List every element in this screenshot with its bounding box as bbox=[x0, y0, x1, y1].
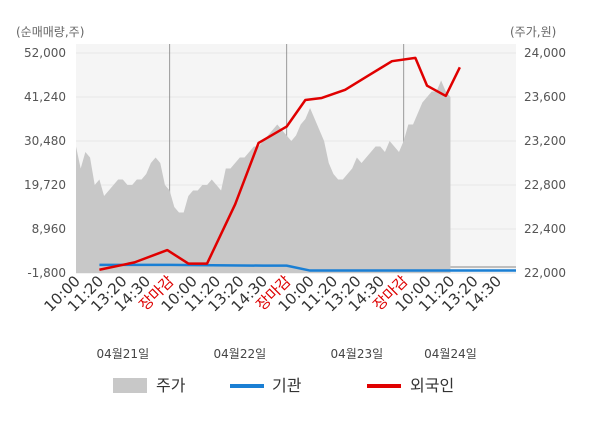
left-axis-ticks: 52,000 41,240 30,480 19,720 8,960 -1,800 bbox=[24, 46, 66, 280]
right-tick-label: 22,800 bbox=[524, 178, 566, 192]
right-axis-ticks: 24,000 23,600 23,200 22,800 22,400 22,000 bbox=[524, 46, 566, 280]
date-labels: 04월21일 04월22일 04월23일 04월24일 bbox=[96, 347, 476, 361]
date-label: 04월21일 bbox=[96, 347, 149, 361]
right-tick-label: 22,400 bbox=[524, 222, 566, 236]
legend-label-foreign: 외국인 bbox=[410, 376, 454, 395]
left-tick-label: 19,720 bbox=[24, 178, 66, 192]
left-tick-label: 41,240 bbox=[24, 90, 66, 104]
foreign-line bbox=[99, 56, 461, 271]
legend-swatch-foreign bbox=[367, 384, 401, 388]
x-axis-ticks: 10:0011:2013:2014:30장마감10:0011:2013:2014… bbox=[41, 272, 506, 315]
left-tick-label: 52,000 bbox=[24, 46, 66, 60]
legend-swatch-institution bbox=[230, 384, 264, 388]
right-tick-label: 22,000 bbox=[524, 266, 566, 280]
left-tick-label: -1,800 bbox=[27, 266, 66, 280]
right-tick-label: 23,200 bbox=[524, 134, 566, 148]
date-label: 04월22일 bbox=[214, 347, 267, 361]
price-area bbox=[76, 80, 451, 273]
legend-label-institution: 기관 bbox=[272, 376, 302, 395]
right-axis-label: (주가,원) bbox=[510, 25, 556, 39]
left-tick-label: 30,480 bbox=[24, 134, 66, 148]
left-axis-label: (순매매량,주) bbox=[16, 25, 84, 39]
right-tick-label: 23,600 bbox=[524, 90, 566, 104]
line-layer bbox=[99, 56, 516, 272]
institution-line bbox=[99, 263, 516, 272]
legend: 주가 기관 외국인 bbox=[113, 376, 454, 395]
legend-label-price: 주가 bbox=[156, 376, 186, 395]
area-layer bbox=[76, 80, 451, 273]
date-label: 04월23일 bbox=[331, 347, 384, 361]
legend-swatch-price bbox=[113, 378, 147, 393]
right-tick-label: 24,000 bbox=[524, 46, 566, 60]
left-tick-label: 8,960 bbox=[32, 222, 66, 236]
date-label: 04월24일 bbox=[424, 347, 477, 361]
